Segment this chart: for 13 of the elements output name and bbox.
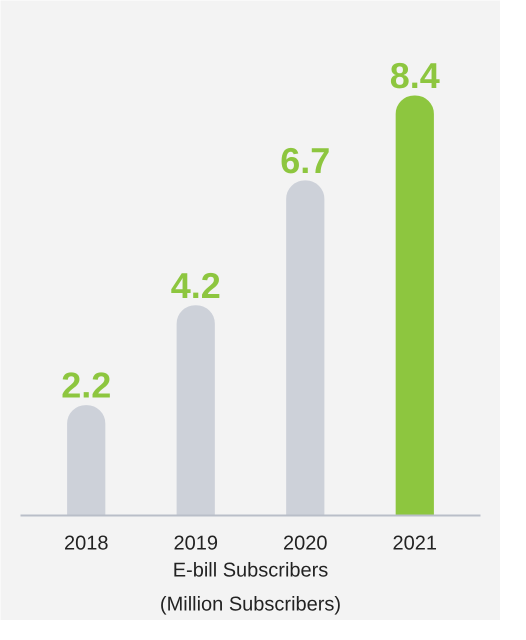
bar — [286, 180, 324, 516]
data-label: 2.2 — [61, 364, 112, 406]
data-label: 6.7 — [280, 140, 330, 181]
bar — [396, 96, 434, 516]
x-tick-label: 2021 — [392, 532, 438, 554]
x-tick-label: 2020 — [283, 532, 328, 554]
bar — [67, 405, 106, 516]
x-tick-label: 2019 — [173, 532, 218, 554]
x-axis-title: E-bill Subscribers (Million Subscribers) — [160, 560, 342, 616]
bar — [176, 305, 215, 516]
x-tick-label: 2018 — [64, 532, 108, 554]
data-label: 4.2 — [170, 264, 221, 306]
data-label: 8.4 — [390, 55, 440, 96]
